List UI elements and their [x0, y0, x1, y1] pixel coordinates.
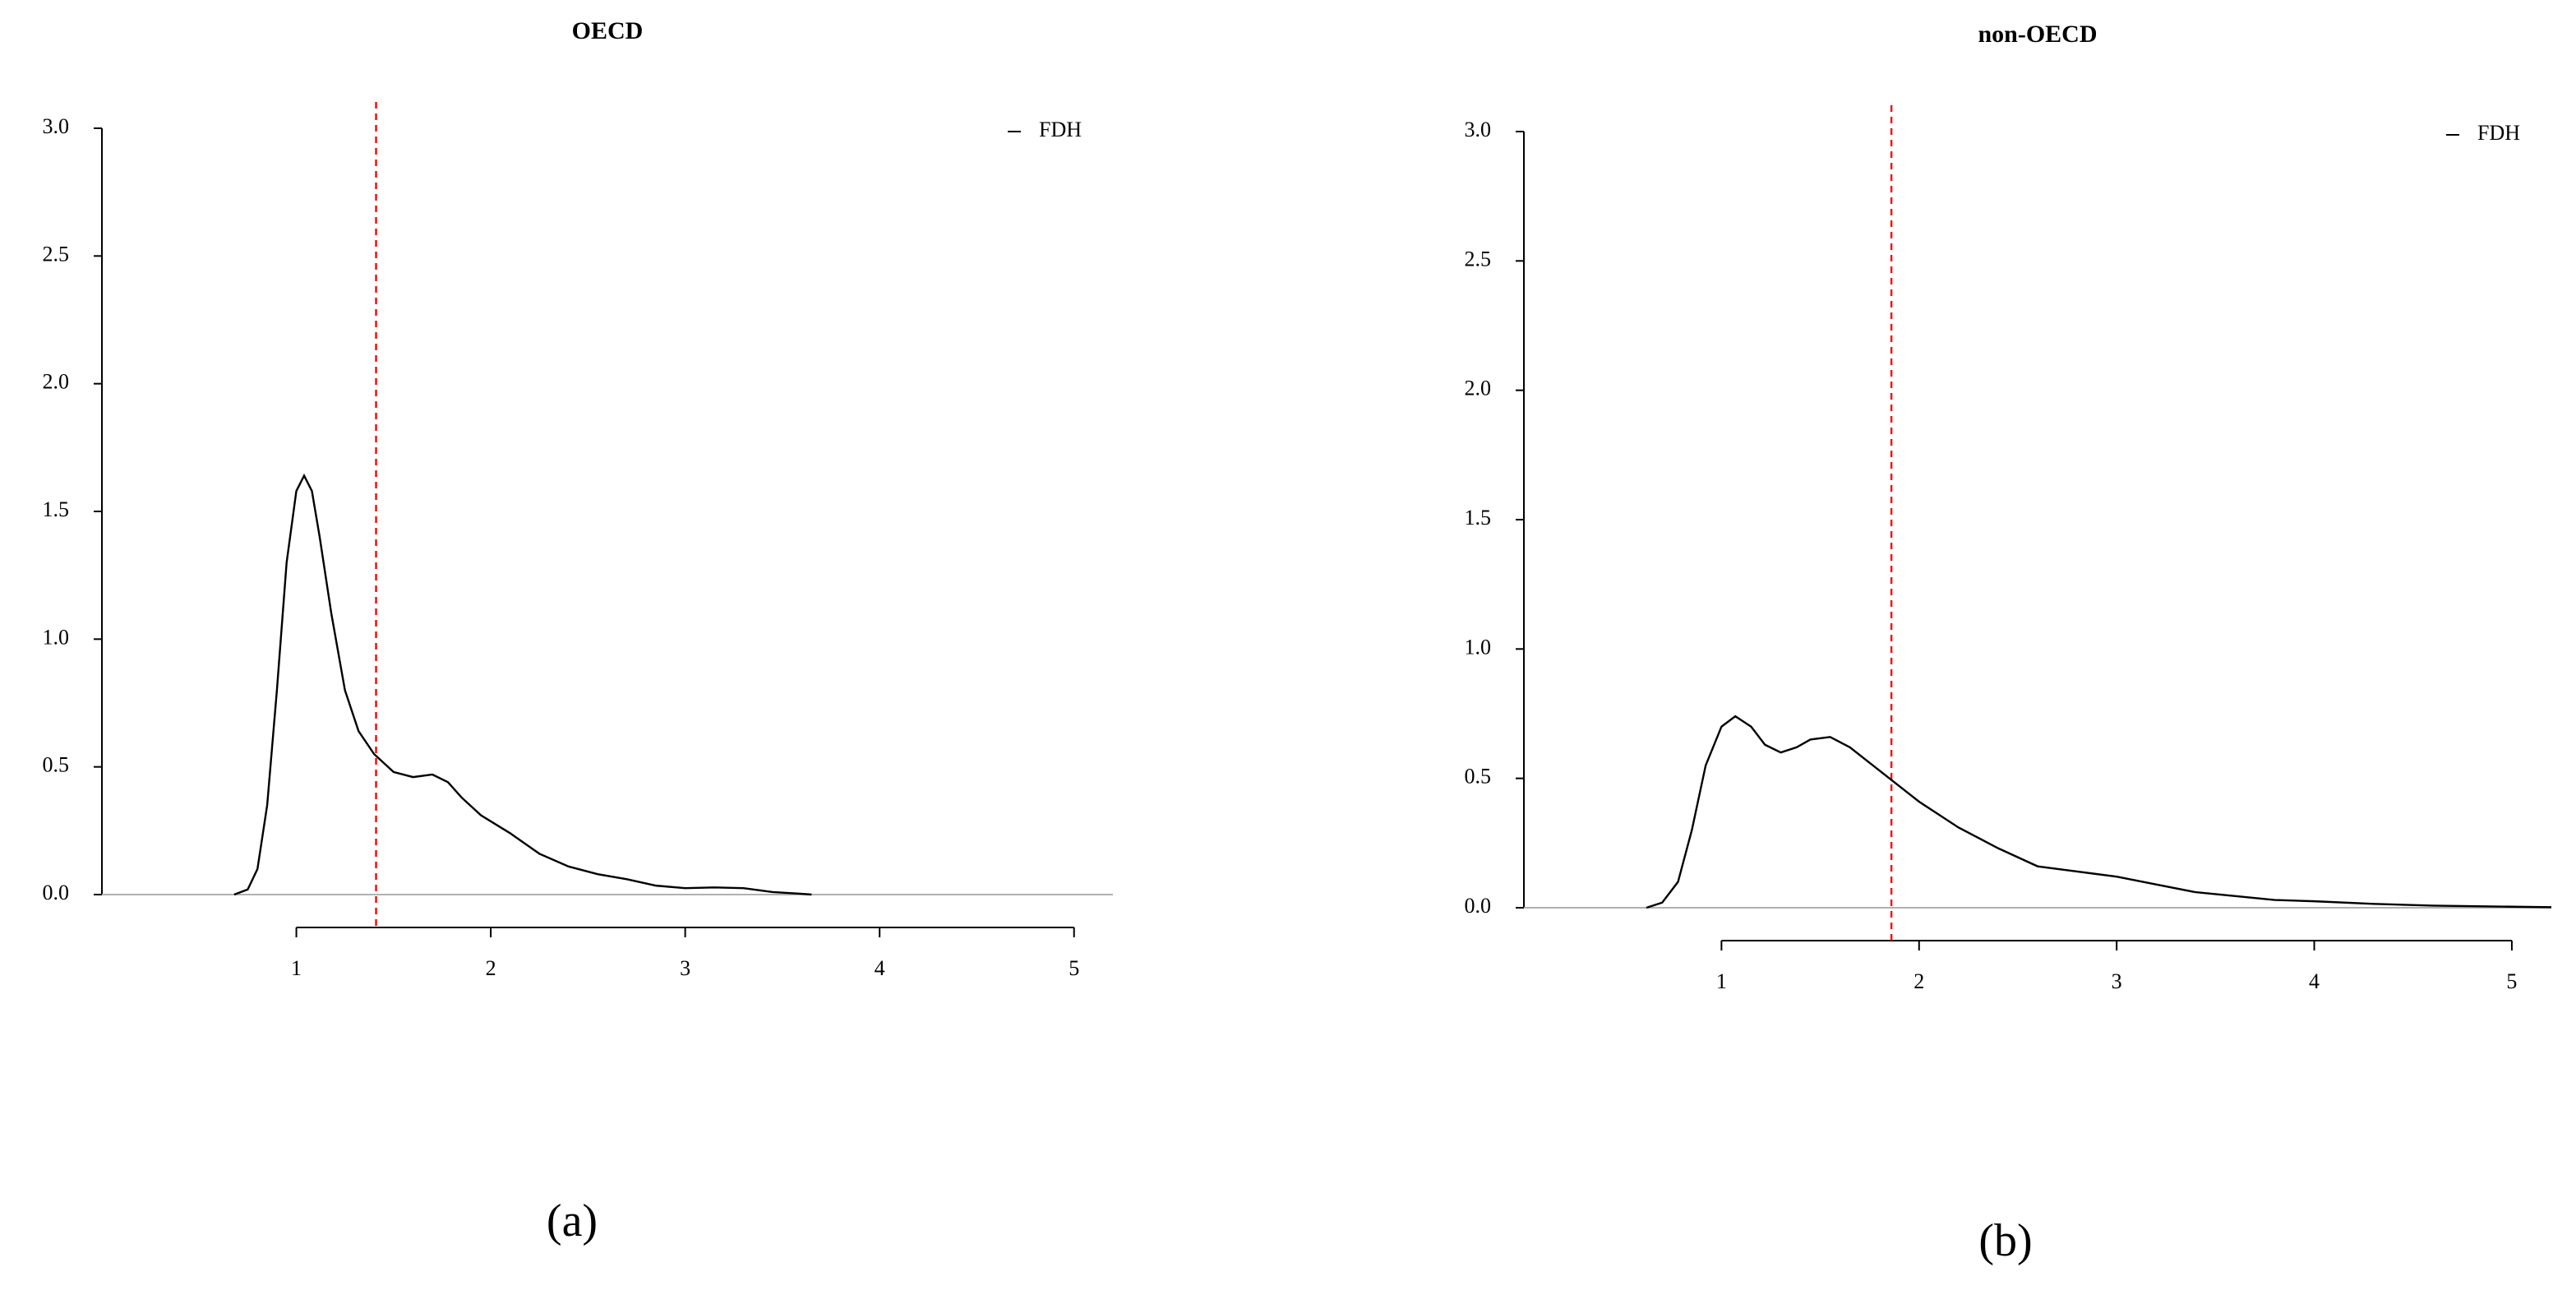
y-tick-label: 2.0 [43, 370, 70, 394]
legend-label: FDH [1039, 118, 1082, 141]
x-tick-label: 1 [291, 956, 302, 980]
density-line [1646, 715, 2552, 909]
y-tick-label: 1.5 [43, 497, 70, 521]
density-line [233, 473, 812, 896]
legend-label: FDH [2477, 121, 2520, 145]
x-tick-label: 5 [1069, 956, 1079, 980]
y-tick-label: 0.0 [1465, 894, 1492, 918]
panel-caption: (b) [1978, 1215, 2032, 1266]
y-tick-label: 0.0 [43, 881, 70, 904]
y-tick-label: 0.5 [43, 753, 70, 777]
x-tick-label: 5 [2506, 969, 2517, 993]
panel-caption: (a) [547, 1196, 598, 1246]
x-tick-label: 3 [680, 956, 690, 980]
chart-title: OECD [572, 17, 644, 44]
y-tick-label: 1.5 [1465, 506, 1492, 530]
y-tick-label: 3.0 [43, 114, 70, 138]
x-tick-label: 1 [1716, 969, 1727, 993]
x-tick-label: 4 [2309, 969, 2320, 993]
y-tick-label: 1.0 [1465, 635, 1492, 659]
y-tick-label: 2.5 [1465, 247, 1492, 271]
x-tick-label: 2 [1914, 969, 1924, 993]
y-tick-label: 1.0 [43, 625, 70, 649]
x-tick-label: 3 [2112, 969, 2122, 993]
y-tick-label: 0.5 [1465, 765, 1492, 789]
chart-title: non-OECD [1978, 21, 2097, 48]
y-tick-label: 3.0 [1465, 118, 1492, 141]
y-tick-label: 2.5 [43, 242, 70, 266]
x-tick-label: 2 [486, 956, 496, 980]
y-tick-label: 2.0 [1465, 377, 1492, 400]
x-tick-label: 4 [875, 956, 885, 980]
